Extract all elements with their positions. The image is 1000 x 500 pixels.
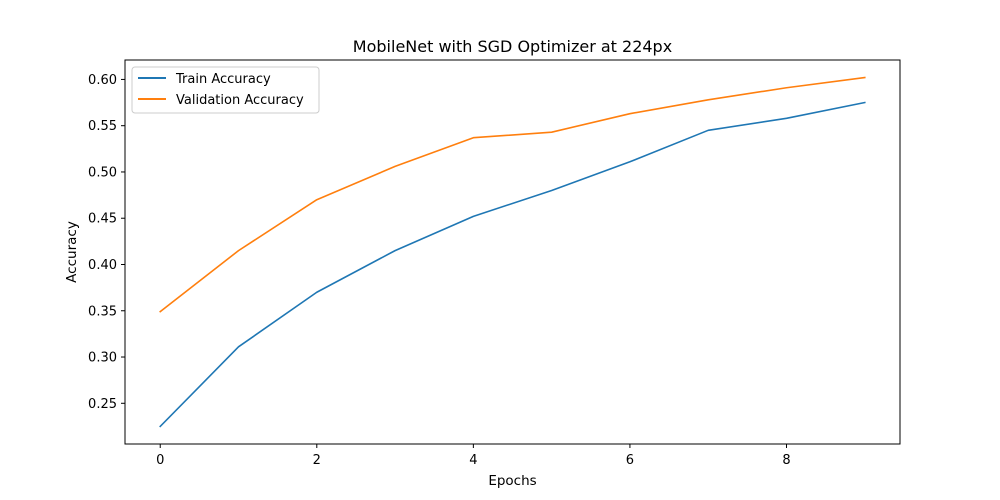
y-tick-label: 0.45: [88, 212, 117, 227]
series-line-train-accuracy: [159, 101, 866, 428]
y-tick-label: 0.30: [88, 351, 117, 366]
chart-title: MobileNet with SGD Optimizer at 224px: [353, 37, 672, 56]
y-axis-label: Accuracy: [64, 221, 80, 283]
y-tick-label: 0.60: [88, 73, 117, 88]
x-tick-label: 6: [626, 453, 634, 468]
legend-box: [131, 66, 320, 114]
x-tick-label: 4: [469, 453, 477, 468]
y-tick-label: 0.55: [88, 119, 117, 134]
x-axis-label: Epochs: [488, 473, 536, 489]
x-tick-label: 8: [782, 453, 790, 468]
legend-label-validation-accuracy: Validation Accuracy: [176, 93, 304, 108]
series-layer: [159, 76, 866, 428]
axis-ticks: 0 2 4 6 8 0.25 0.30 0.35 0.40 0.45 0.50 0.55 0.60: [88, 73, 791, 468]
y-tick-label: 0.25: [88, 397, 117, 412]
x-tick-label: 2: [313, 453, 321, 468]
y-tick-label: 0.40: [88, 258, 117, 273]
y-tick-label: 0.50: [88, 165, 117, 180]
legend: Train Accuracy Validation Accuracy: [131, 66, 320, 114]
y-tick-label: 0.35: [88, 304, 117, 319]
legend-label-train-accuracy: Train Accuracy: [175, 72, 271, 87]
plot-area-frame: [124, 59, 901, 445]
series-line-validation-accuracy: [159, 76, 866, 313]
x-tick-label: 0: [156, 453, 164, 468]
